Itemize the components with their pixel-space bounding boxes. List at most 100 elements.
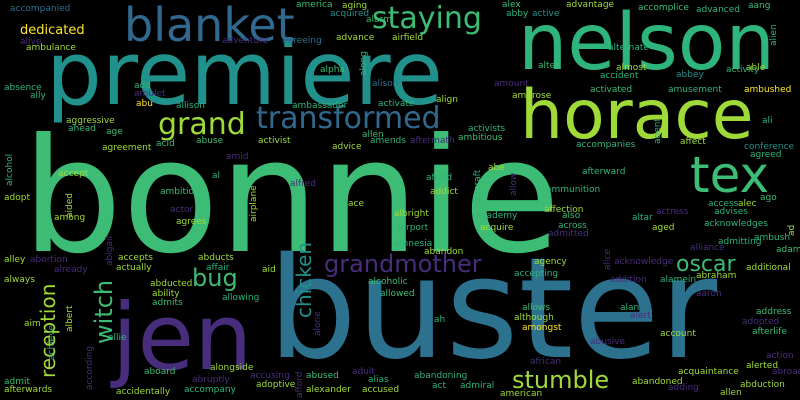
word-adding: adding — [668, 383, 699, 393]
word-ambulance: ambulance — [26, 43, 76, 53]
word-acquired: acquired — [330, 9, 370, 19]
word-activists: activists — [468, 124, 506, 134]
word-agreeing: agreeing — [282, 36, 322, 46]
word-allen-2: allen — [720, 388, 742, 398]
word-abandon: abandon — [424, 247, 464, 257]
word-although: although — [514, 313, 554, 323]
word-amount: amount — [494, 79, 529, 89]
word-accompanied: accompanied — [10, 4, 71, 14]
word-activist: activist — [258, 136, 291, 146]
word-ally: ally — [30, 91, 46, 101]
word-ago: ago — [760, 193, 777, 203]
word-alcoholic: alcoholic — [368, 277, 408, 287]
word-chicken: chicken — [292, 241, 316, 318]
word-ambush: ambush — [754, 233, 791, 243]
word-accompanies: accompanies — [576, 140, 636, 150]
word-add: add — [134, 81, 151, 91]
word-abu: abu — [136, 99, 153, 109]
word-oscar: oscar — [676, 252, 736, 277]
word-actor: actor — [170, 205, 194, 215]
word-agent: agent — [653, 118, 663, 144]
word-abuse: abuse — [196, 136, 224, 146]
word-horace: horace — [520, 76, 754, 155]
word-allowing: allowing — [222, 293, 260, 303]
word-already: already — [54, 265, 88, 275]
word-amnesia: amnesia — [394, 239, 433, 249]
word-aggressive: aggressive — [66, 116, 115, 126]
word-alter: alter — [538, 61, 559, 71]
word-additional: additional — [746, 263, 791, 273]
word-acknowledge: acknowledge — [614, 257, 674, 267]
word-abducted: abducted — [150, 279, 193, 289]
word-affect: affect — [680, 137, 706, 147]
word-afford: afford — [295, 371, 305, 398]
word-adult: adult — [352, 367, 375, 377]
word-albert: albert — [65, 305, 75, 333]
word-age: age — [106, 127, 123, 137]
word-alamein: alamein — [660, 275, 697, 285]
word-alfred: alfred — [290, 179, 316, 189]
word-abducts: abducts — [198, 253, 234, 263]
word-abruptly: abruptly — [192, 375, 230, 385]
word-agreed: agreed — [750, 150, 782, 160]
word-alan: alan — [620, 303, 640, 313]
word-advanced: advanced — [696, 5, 740, 15]
word-adopted: adopted — [742, 317, 780, 327]
word-academy: academy — [476, 211, 518, 221]
word-accomplice: accomplice — [638, 3, 689, 13]
word-ambition: ambition — [160, 187, 200, 197]
word-alternate: alternate — [608, 43, 649, 53]
word-aang: aang — [748, 1, 771, 11]
word-adventure: adventure — [222, 36, 269, 46]
word-amusement: amusement — [668, 85, 722, 95]
word-ace: ace — [348, 199, 365, 209]
word-alcohol: alcohol — [5, 153, 15, 186]
word-advises: advises — [714, 207, 748, 217]
word-nelson: nelson — [518, 0, 775, 88]
word-aboard: aboard — [144, 367, 176, 377]
word-acknowledges: acknowledges — [704, 219, 768, 229]
word-ahead: ahead — [68, 124, 96, 134]
word-allie: allie — [108, 333, 127, 343]
word-alongside: alongside — [210, 363, 254, 373]
word-account: account — [660, 329, 696, 339]
word-aftermath: aftermath — [410, 136, 455, 146]
word-amongst: amongst — [522, 323, 562, 333]
word-accusing: accusing — [250, 371, 290, 381]
word-acid: acid — [156, 139, 175, 149]
word-altar: altar — [632, 213, 653, 223]
word-accepts: accepts — [118, 253, 153, 263]
word-adoptive: adoptive — [256, 380, 296, 390]
word-agreement: agreement — [102, 143, 152, 153]
word-affair: affair — [206, 263, 230, 273]
word-transformed: transformed — [256, 101, 441, 136]
word-alias: alias — [368, 375, 389, 385]
word-advantage: advantage — [566, 0, 615, 10]
word-almost: almost — [616, 63, 647, 73]
word-afterlife: afterlife — [752, 327, 787, 337]
word-allows: allows — [522, 303, 551, 313]
word-stumble: stumble — [512, 366, 610, 394]
word-accused: accused — [362, 385, 400, 395]
word-abroad: abroad — [772, 367, 800, 377]
word-alison: alison — [372, 79, 399, 89]
word-allow: allow — [509, 172, 519, 196]
word-agrees: agrees — [176, 217, 207, 227]
word-alarm: alarm — [366, 15, 392, 25]
word-afterwards: afterwards — [4, 385, 53, 395]
word-address: address — [756, 307, 792, 317]
word-buster: buster — [268, 228, 718, 391]
word-accept: accept — [58, 169, 89, 179]
word-amends: amends — [370, 136, 406, 146]
word-actually: actually — [116, 263, 152, 273]
word-american: american — [500, 389, 543, 399]
word-among: among — [54, 213, 86, 223]
word-allen: allen — [362, 130, 384, 140]
word-always: always — [4, 275, 35, 285]
word-accident: accident — [600, 71, 639, 81]
word-amulet: amulet — [134, 89, 166, 99]
word-advance: advance — [336, 33, 375, 43]
word-ability: ability — [152, 289, 180, 299]
word-abby: abby — [506, 9, 529, 19]
word-conference: conference — [744, 142, 795, 152]
